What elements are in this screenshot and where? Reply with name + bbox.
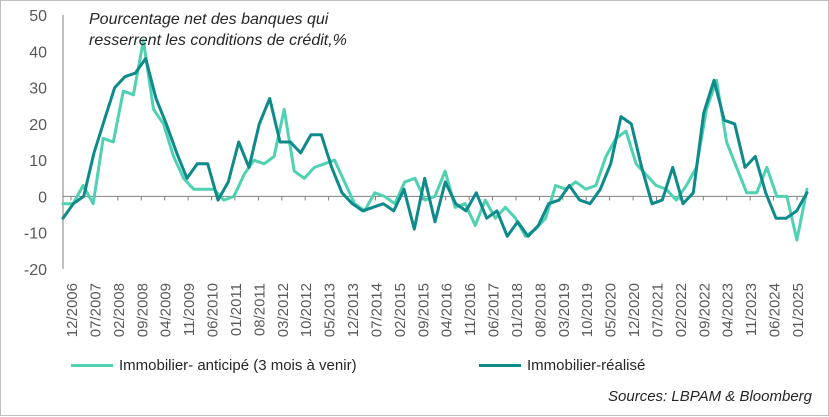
- x-tick-label: 06/2010: [205, 283, 222, 337]
- x-tick-label: 04/2009: [158, 283, 175, 337]
- x-tick-label: 10/2012: [298, 283, 315, 337]
- chart-annotation: Pourcentage net des banques qui resserre…: [89, 11, 347, 49]
- y-tick-label: 10: [29, 153, 47, 170]
- x-tick-label: 11/2023: [743, 283, 760, 336]
- x-tick-label: 04/2023: [720, 283, 737, 337]
- x-tick-label: 11/2016: [462, 283, 479, 336]
- legend-swatch-realise: [479, 364, 521, 367]
- y-tick-label: 30: [29, 81, 47, 98]
- x-tick-label: 07/2021: [649, 283, 666, 337]
- y-tick-label: -20: [24, 262, 47, 279]
- x-tick-label: 02/2008: [111, 283, 128, 337]
- y-tick-label: 20: [29, 117, 47, 134]
- legend-item-anticipe: Immobilier- anticipé (3 mois à venir): [71, 357, 357, 374]
- x-tick-label: 01/2025: [790, 283, 807, 337]
- x-tick-label: 12/2006: [64, 283, 81, 337]
- plot-group: [61, 38, 809, 242]
- x-tick-label: 07/2014: [368, 283, 385, 337]
- x-tick-label: 09/2008: [134, 283, 151, 337]
- x-tick-label: 02/2022: [673, 283, 690, 337]
- source-note: Sources: LBPAM & Bloomberg: [608, 388, 812, 405]
- y-tick-label: 40: [29, 44, 47, 61]
- x-tick-label: 11/2009: [181, 283, 198, 336]
- x-tick-label: 09/2015: [415, 283, 432, 337]
- series-line-anticipe: [61, 38, 809, 242]
- x-tick-label: 12/2020: [626, 283, 643, 337]
- x-tick-label: 06/2024: [767, 283, 784, 337]
- x-tick-label: 05/2020: [603, 283, 620, 337]
- y-tick-label: 50: [29, 8, 47, 25]
- x-tick-label: 12/2013: [345, 283, 362, 337]
- x-tick-label: 10/2019: [579, 283, 596, 337]
- series-line-realise: [61, 57, 809, 238]
- legend-label-anticipe: Immobilier- anticipé (3 mois à venir): [119, 357, 357, 374]
- legend-label-realise: Immobilier-réalisé: [527, 357, 646, 374]
- x-tick-label: 04/2016: [439, 283, 456, 337]
- x-tick-label: 08/2011: [251, 283, 268, 336]
- x-tick-label: 01/2011: [228, 283, 245, 336]
- legend-swatch-anticipe: [71, 364, 113, 367]
- x-tick-label: 08/2018: [532, 283, 549, 337]
- x-tick-label: 06/2017: [486, 283, 503, 337]
- x-tick-label: 05/2013: [322, 283, 339, 337]
- x-tick-label: 09/2022: [696, 283, 713, 337]
- x-tick-label: 03/2019: [556, 283, 573, 337]
- y-tick-label: 0: [38, 189, 47, 206]
- x-tick-label: 07/2007: [87, 283, 104, 337]
- legend-item-realise: Immobilier-réalisé: [479, 357, 645, 374]
- x-tick-label: 02/2015: [392, 283, 409, 337]
- x-tick-label: 01/2018: [509, 283, 526, 337]
- x-tick-label: 03/2012: [275, 283, 292, 337]
- y-tick-label: -10: [24, 226, 47, 243]
- axes-group: -20 -10 0 10 20 30 40 50 12/2006 07/2007 02/2008 09…: [24, 8, 807, 337]
